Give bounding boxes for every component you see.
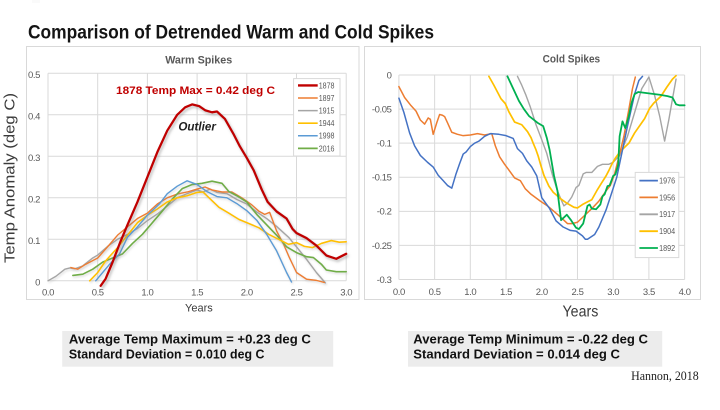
svg-text:0.5: 0.5 (28, 70, 40, 81)
svg-text:-0.25: -0.25 (372, 241, 392, 252)
svg-text:Outlier: Outlier (178, 122, 216, 134)
svg-text:1.0: 1.0 (464, 287, 476, 298)
svg-text:Cold Spikes: Cold Spikes (543, 53, 601, 65)
svg-text:Years: Years (563, 304, 599, 321)
svg-text:-0.15: -0.15 (372, 173, 392, 184)
svg-text:0.5: 0.5 (429, 287, 441, 298)
svg-text:0: 0 (387, 70, 392, 81)
svg-text:2.0: 2.0 (241, 288, 253, 299)
svg-text:1904: 1904 (659, 227, 675, 236)
svg-text:0.0: 0.0 (393, 287, 405, 298)
svg-text:2.0: 2.0 (536, 287, 548, 298)
svg-text:-0.05: -0.05 (372, 105, 392, 116)
svg-text:1892: 1892 (659, 244, 675, 253)
svg-text:3.5: 3.5 (643, 287, 655, 298)
svg-text:1915: 1915 (319, 107, 335, 116)
svg-text:Comparison of Detrended Warm a: Comparison of Detrended Warm and Cold Sp… (28, 23, 434, 44)
svg-text:1897: 1897 (319, 94, 335, 103)
svg-text:3.0: 3.0 (607, 287, 619, 298)
svg-text:1976: 1976 (659, 177, 675, 186)
svg-text:0.1: 0.1 (28, 236, 40, 247)
svg-text:1878 Temp Max = 0.42 deg C: 1878 Temp Max = 0.42 deg C (116, 85, 275, 97)
svg-text:1.5: 1.5 (191, 288, 203, 299)
svg-text:Average Temp Minimum = -0.22 d: Average Temp Minimum = -0.22 deg C (413, 332, 648, 347)
svg-text:1917: 1917 (659, 210, 675, 219)
svg-text:0.2: 0.2 (28, 194, 40, 205)
svg-text:-0.2: -0.2 (377, 207, 392, 218)
svg-text:Average Temp Maximum = +0.23 d: Average Temp Maximum = +0.23 deg C (69, 332, 312, 347)
svg-text:Standard Deviation = 0.010 deg: Standard Deviation = 0.010 deg C (69, 346, 265, 361)
svg-text:-0.3: -0.3 (377, 275, 392, 286)
svg-text:1.5: 1.5 (500, 287, 512, 298)
svg-text:Hannon, 2018: Hannon, 2018 (631, 369, 699, 383)
svg-text:0.5: 0.5 (92, 288, 104, 299)
svg-text:2016: 2016 (319, 144, 335, 153)
svg-text:0: 0 (35, 277, 40, 288)
svg-text:-0.1: -0.1 (377, 139, 392, 150)
svg-text:Standard Deviation = 0.014 deg: Standard Deviation = 0.014 deg C (413, 346, 620, 361)
svg-text:3.0: 3.0 (340, 288, 352, 299)
svg-text:Warm Spikes: Warm Spikes (165, 54, 232, 66)
svg-text:Years: Years (185, 303, 213, 315)
svg-text:1944: 1944 (319, 119, 335, 128)
svg-text:1.0: 1.0 (141, 288, 153, 299)
svg-text:Temp Anomaly (deg C): Temp Anomaly (deg C) (3, 93, 19, 263)
svg-text:0.0: 0.0 (42, 288, 54, 299)
svg-text:1998: 1998 (319, 132, 335, 141)
svg-text:2.5: 2.5 (290, 288, 302, 299)
svg-text:1878: 1878 (319, 81, 335, 90)
svg-text:2.5: 2.5 (571, 287, 583, 298)
svg-text:0.3: 0.3 (28, 153, 40, 164)
svg-text:0.4: 0.4 (28, 111, 40, 122)
svg-text:4.0: 4.0 (679, 287, 691, 298)
svg-text:1956: 1956 (659, 193, 675, 202)
